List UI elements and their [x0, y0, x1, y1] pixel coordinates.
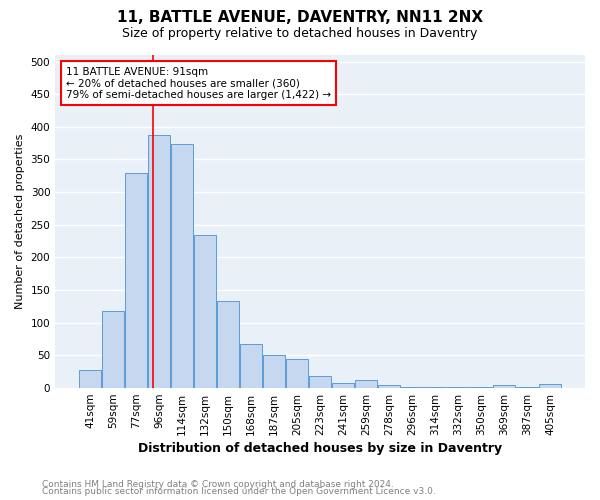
Y-axis label: Number of detached properties: Number of detached properties [15, 134, 25, 309]
Bar [309, 376, 331, 388]
Bar [493, 385, 515, 388]
Text: Contains public sector information licensed under the Open Government Licence v3: Contains public sector information licen… [42, 487, 436, 496]
Bar [539, 384, 561, 388]
Bar [148, 136, 170, 388]
Bar [401, 387, 423, 388]
Bar [286, 358, 308, 388]
Text: 11, BATTLE AVENUE, DAVENTRY, NN11 2NX: 11, BATTLE AVENUE, DAVENTRY, NN11 2NX [117, 10, 483, 25]
Bar [217, 301, 239, 388]
Bar [378, 385, 400, 388]
Bar [125, 172, 147, 388]
Bar [332, 384, 354, 388]
Bar [79, 370, 101, 388]
Bar [424, 387, 446, 388]
Bar [516, 387, 538, 388]
Bar [102, 311, 124, 388]
X-axis label: Distribution of detached houses by size in Daventry: Distribution of detached houses by size … [138, 442, 502, 455]
Text: Size of property relative to detached houses in Daventry: Size of property relative to detached ho… [122, 28, 478, 40]
Text: 11 BATTLE AVENUE: 91sqm
← 20% of detached houses are smaller (360)
79% of semi-d: 11 BATTLE AVENUE: 91sqm ← 20% of detache… [66, 66, 331, 100]
Bar [240, 344, 262, 388]
Text: Contains HM Land Registry data © Crown copyright and database right 2024.: Contains HM Land Registry data © Crown c… [42, 480, 394, 489]
Bar [194, 234, 216, 388]
Bar [263, 356, 285, 388]
Bar [355, 380, 377, 388]
Bar [447, 387, 469, 388]
Bar [470, 387, 492, 388]
Bar [171, 144, 193, 388]
